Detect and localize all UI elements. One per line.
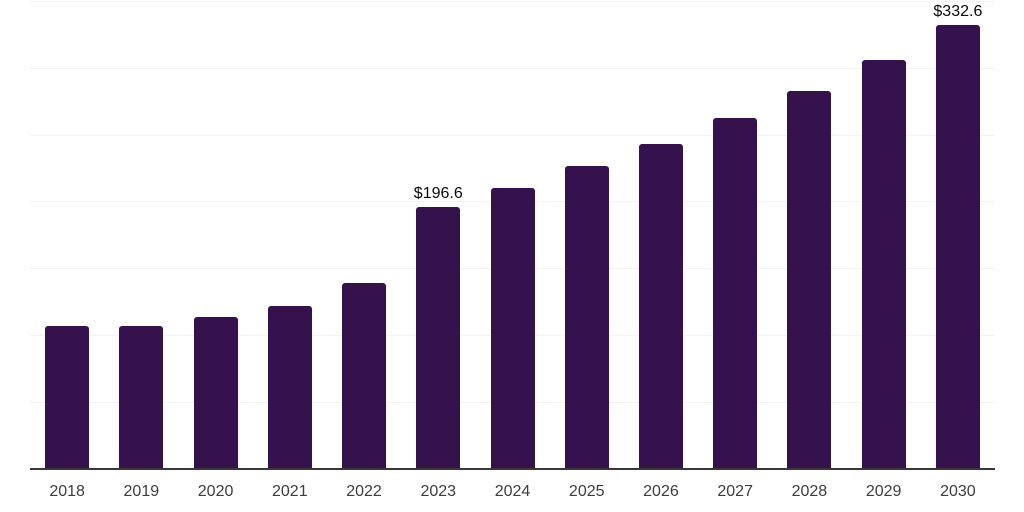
bar-2028 [787, 90, 832, 470]
x-tick-2019: 2019 [123, 483, 160, 500]
x-tick-2018: 2018 [49, 483, 85, 500]
x-tick-2024: 2024 [494, 483, 531, 500]
data-label-2030: $332.6 [933, 2, 983, 20]
bar-2027 [713, 117, 758, 470]
gridline-250 [30, 134, 995, 136]
bar-2024 [490, 187, 535, 470]
bar-2018 [45, 325, 90, 470]
bar-2023 [416, 206, 461, 470]
x-tick-2026: 2026 [643, 483, 679, 500]
x-tick-2025: 2025 [568, 483, 605, 500]
data-label-2023: $196.6 [413, 184, 463, 202]
x-tick-2021: 2021 [272, 483, 308, 500]
x-tick-2029: 2029 [865, 483, 902, 500]
plot-area: $196.6 $332.6 [30, 0, 995, 470]
bar-2020 [193, 316, 238, 470]
bar-2030 [935, 24, 980, 470]
x-tick-2020: 2020 [197, 483, 234, 500]
x-axis-line [30, 468, 995, 470]
x-tick-2028: 2028 [791, 483, 828, 500]
bar-2026 [638, 144, 683, 470]
bar-2025 [564, 166, 609, 470]
bar-2021 [267, 306, 312, 470]
bar-2019 [119, 325, 164, 470]
gridline-300 [30, 67, 995, 69]
gridline-350 [30, 0, 995, 2]
bar-2029 [861, 59, 906, 470]
x-tick-2027: 2027 [717, 483, 753, 500]
x-tick-2030: 2030 [940, 483, 976, 500]
bar-2022 [342, 282, 387, 470]
x-tick-2023: 2023 [420, 483, 457, 500]
x-axis-tick-labels: 2018 2019 2020 2021 2022 2023 2024 2025 2026 2027… [30, 482, 995, 502]
x-tick-2022: 2022 [346, 483, 382, 500]
